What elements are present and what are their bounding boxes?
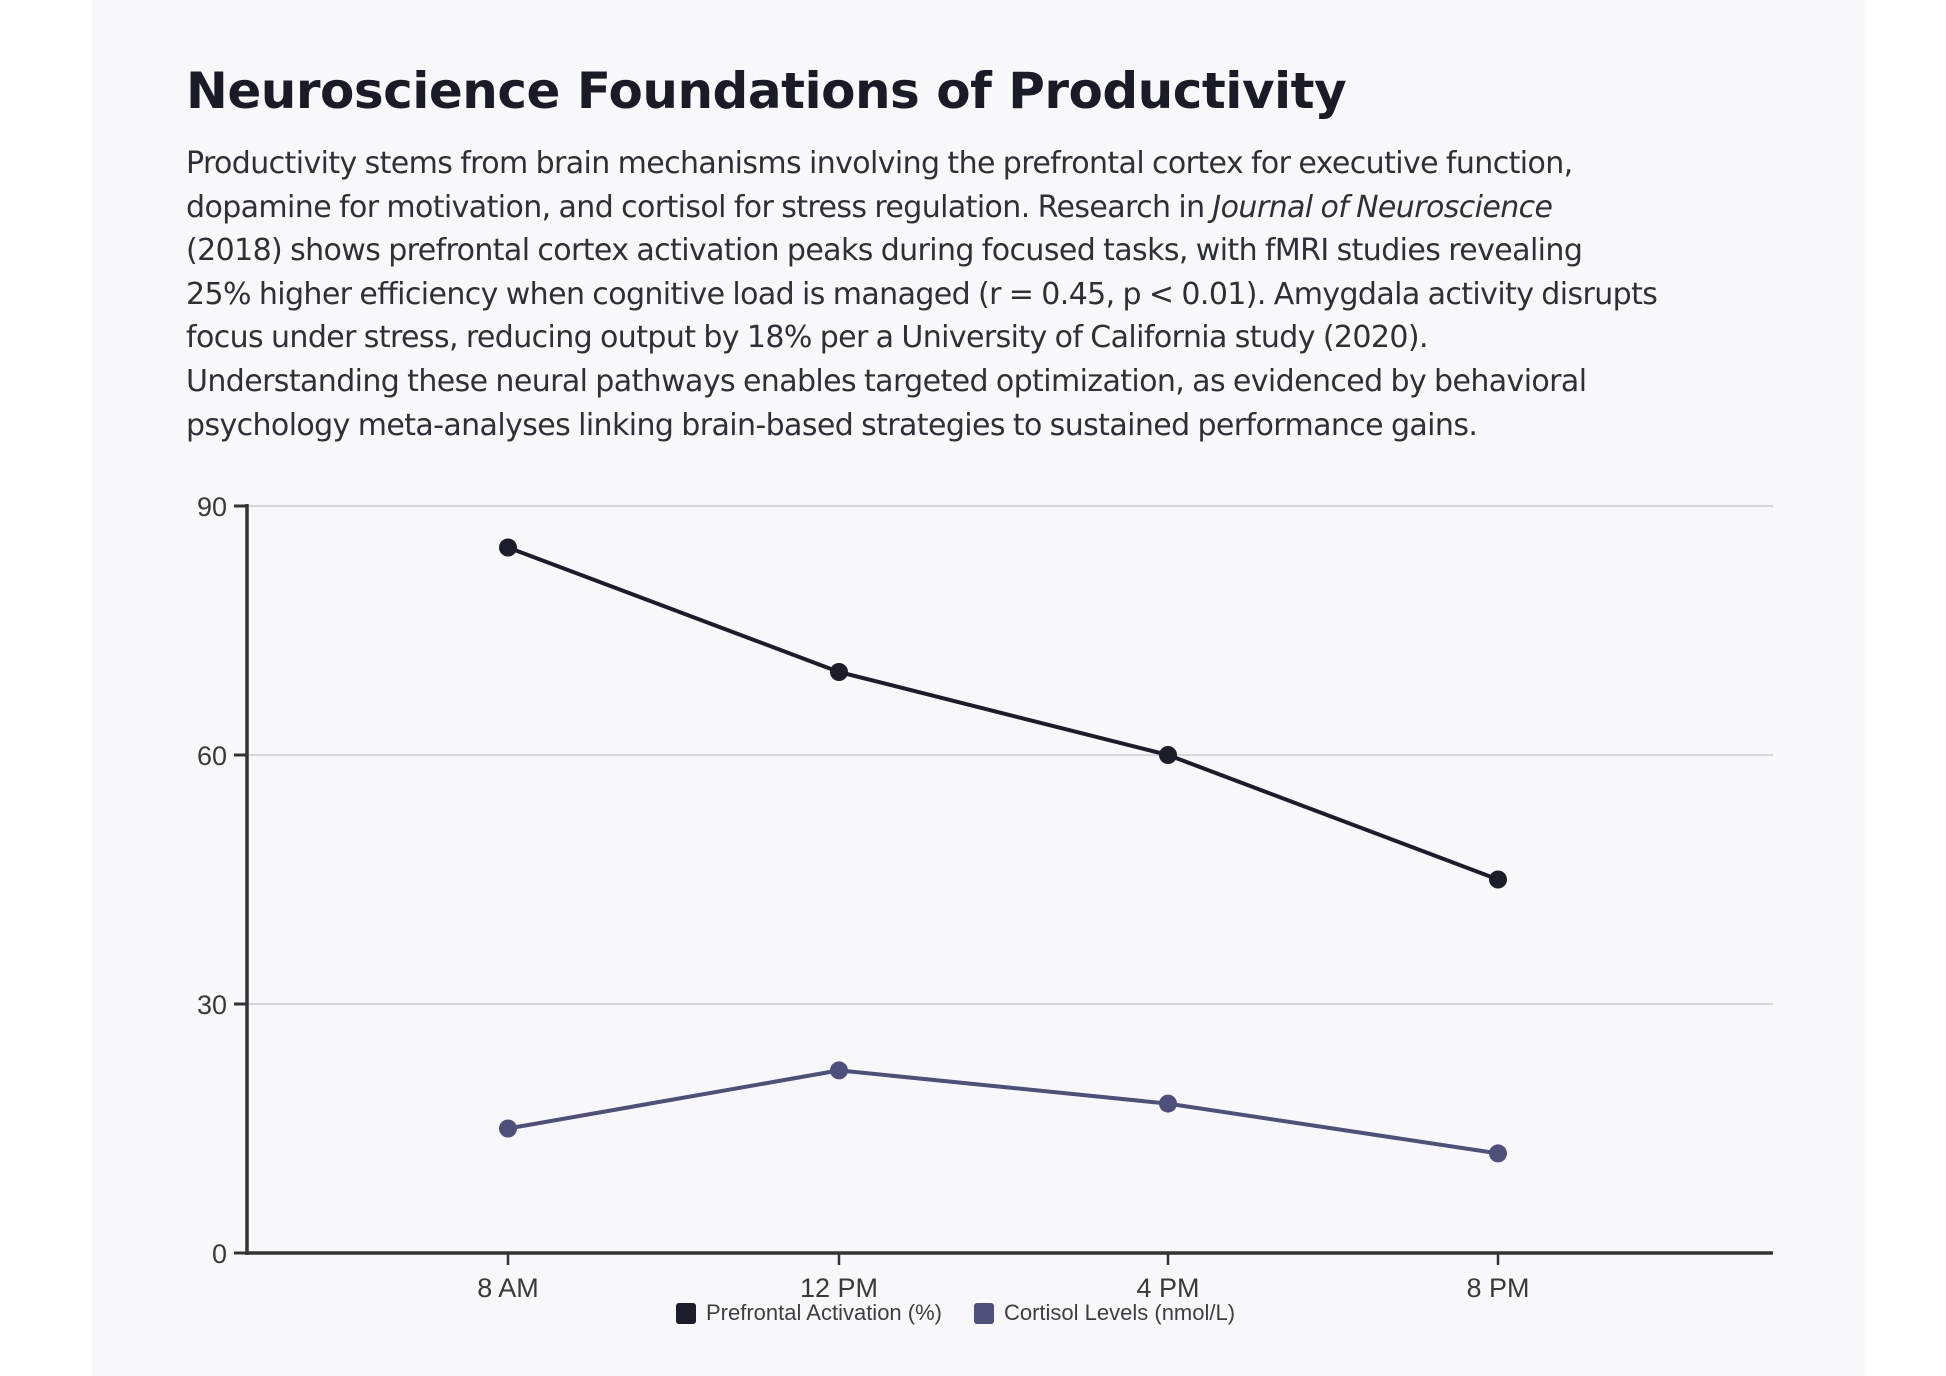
text-segment: dopamine for motivation, and cortisol fo… <box>186 189 1213 225</box>
y-tick-label: 90 <box>197 492 227 522</box>
paragraph-line: 25% higher efficiency when cognitive loa… <box>186 273 1786 317</box>
data-point-0-0[interactable] <box>499 538 517 557</box>
gridlines <box>247 505 1773 1005</box>
text-segment: 25% higher efficiency when cognitive loa… <box>186 276 1658 312</box>
data-point-0-1[interactable] <box>830 663 848 681</box>
series-lines <box>507 545 1499 1156</box>
page-title: Neuroscience Foundations of Productivity <box>186 62 1347 120</box>
text-segment: psychology meta-analyses linking brain-b… <box>186 407 1478 443</box>
y-tick-label: 0 <box>212 1239 227 1269</box>
data-point-1-2[interactable] <box>1159 1094 1177 1113</box>
intro-paragraph: Productivity stems from brain mechanisms… <box>186 142 1786 447</box>
data-point-1-3[interactable] <box>1489 1144 1507 1163</box>
data-point-1-1[interactable] <box>830 1061 848 1080</box>
paragraph-line: focus under stress, reducing output by 1… <box>186 316 1786 360</box>
data-point-0-3[interactable] <box>1489 870 1507 889</box>
text-segment: (2018) shows prefrontal cortex activatio… <box>186 233 1583 269</box>
paragraph-line: (2018) shows prefrontal cortex activatio… <box>186 229 1786 273</box>
x-tick-label: 8 AM <box>477 1273 539 1303</box>
x-tick-label: 4 PM <box>1136 1273 1199 1303</box>
text-segment: Understanding these neural pathways enab… <box>186 363 1587 399</box>
x-tick-label: 12 PM <box>800 1273 878 1303</box>
x-tick-label: 8 PM <box>1466 1273 1529 1303</box>
text-segment: focus under stress, reducing output by 1… <box>186 320 1429 356</box>
legend-swatch-icon <box>676 1302 696 1324</box>
legend-label: Prefrontal Activation (%) <box>706 1300 942 1325</box>
journal-citation: Journal of Neuroscience <box>1212 189 1553 225</box>
chart-legend: Prefrontal Activation (%) Cortisol Levels… <box>676 1300 1257 1326</box>
text-segment: Productivity stems from brain mechanisms… <box>186 146 1573 181</box>
paragraph-line: psychology meta-analyses linking brain-b… <box>186 404 1786 448</box>
series-line-1 <box>507 1068 1499 1156</box>
tick-labels: 0 30 60 90 8 AM 12 PM 4 PM 8 PM <box>197 492 1530 1303</box>
paragraph-line: Understanding these neural pathways enab… <box>186 360 1786 404</box>
legend-swatch-icon <box>973 1302 994 1324</box>
data-point-0-2[interactable] <box>1159 746 1177 764</box>
legend-item[interactable]: Cortisol Levels (nmol/L) <box>973 1300 1236 1326</box>
axes <box>234 504 1773 1265</box>
y-tick-label: 30 <box>197 990 227 1020</box>
y-tick-label: 60 <box>197 741 227 771</box>
paragraph-line: dopamine for motivation, and cortisol fo… <box>186 186 1786 230</box>
series-points <box>499 538 1507 1163</box>
paragraph-line: Productivity stems from brain mechanisms… <box>186 142 1786 186</box>
legend-item[interactable]: Prefrontal Activation (%) <box>676 1300 942 1326</box>
content-card: Neuroscience Foundations of Productivity… <box>92 0 1865 1376</box>
series-line-0 <box>507 545 1499 882</box>
legend-label: Cortisol Levels (nmol/L) <box>1003 1300 1236 1325</box>
data-point-1-0[interactable] <box>499 1119 517 1138</box>
